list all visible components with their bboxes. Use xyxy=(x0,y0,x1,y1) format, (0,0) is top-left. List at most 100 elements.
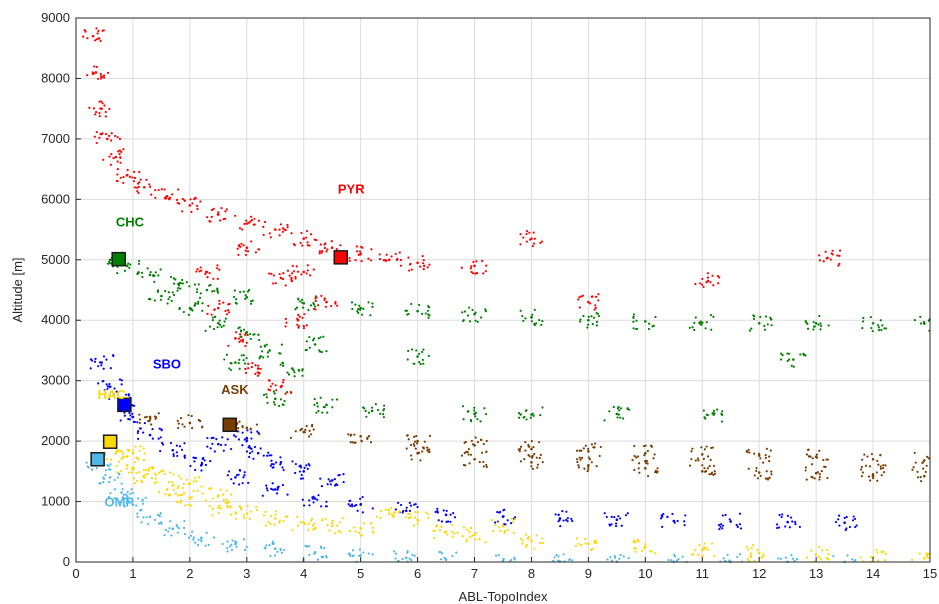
data-point xyxy=(137,497,140,500)
data-point xyxy=(297,369,301,372)
data-point xyxy=(748,329,752,332)
data-point xyxy=(925,555,929,558)
data-point xyxy=(169,520,172,523)
data-point xyxy=(249,337,252,341)
data-point xyxy=(538,456,541,460)
data-point xyxy=(119,449,122,452)
data-point xyxy=(881,324,884,327)
data-point xyxy=(838,254,841,257)
data-point xyxy=(287,373,291,376)
data-point xyxy=(222,493,225,496)
data-point xyxy=(519,460,522,463)
data-point xyxy=(179,287,182,290)
data-point xyxy=(482,272,485,275)
data-point xyxy=(95,111,98,114)
data-point xyxy=(116,136,119,139)
data-point xyxy=(101,380,104,383)
data-point xyxy=(806,327,810,330)
data-point xyxy=(378,253,381,256)
data-point xyxy=(108,382,111,386)
data-point xyxy=(632,327,635,330)
data-point xyxy=(137,262,141,265)
data-point xyxy=(390,513,394,516)
data-point xyxy=(125,455,128,458)
data-point xyxy=(243,474,246,477)
data-point xyxy=(317,337,320,340)
data-point xyxy=(294,471,297,475)
data-point xyxy=(213,315,217,318)
data-point xyxy=(139,445,142,448)
data-point xyxy=(195,290,199,294)
data-point xyxy=(240,330,243,333)
data-point xyxy=(655,471,659,474)
data-point xyxy=(617,515,620,518)
data-point xyxy=(814,321,818,325)
data-point xyxy=(124,493,128,496)
data-point xyxy=(105,458,109,461)
data-point xyxy=(624,514,628,517)
data-point xyxy=(818,473,821,476)
data-point xyxy=(204,544,207,547)
data-point xyxy=(127,499,131,502)
data-point xyxy=(349,441,352,444)
data-point xyxy=(168,295,171,299)
data-point xyxy=(305,340,308,343)
data-point xyxy=(212,536,216,539)
data-point xyxy=(416,505,419,509)
data-point xyxy=(684,514,687,517)
data-point xyxy=(571,519,574,523)
data-point xyxy=(250,447,253,450)
data-point xyxy=(350,301,354,304)
data-point xyxy=(807,448,810,452)
data-point xyxy=(466,450,469,454)
data-point xyxy=(138,413,141,416)
data-point xyxy=(605,515,608,519)
data-point xyxy=(102,367,105,370)
data-point xyxy=(539,414,542,417)
data-point xyxy=(717,523,721,527)
data-point xyxy=(506,519,509,522)
data-point xyxy=(705,321,708,324)
data-point xyxy=(710,471,714,474)
data-point xyxy=(299,477,303,480)
data-point xyxy=(200,539,203,542)
data-point xyxy=(256,430,259,433)
data-point xyxy=(131,491,134,495)
data-point xyxy=(770,473,773,476)
data-point xyxy=(632,541,635,544)
data-point xyxy=(140,271,144,274)
data-point xyxy=(190,307,193,311)
data-point xyxy=(125,501,128,504)
data-point xyxy=(179,416,183,420)
data-point xyxy=(749,552,752,555)
data-point xyxy=(207,543,210,547)
data-point xyxy=(308,499,311,502)
data-point xyxy=(305,229,309,233)
data-point xyxy=(268,232,271,235)
data-point xyxy=(107,262,110,265)
data-point xyxy=(579,318,582,321)
data-point xyxy=(311,524,315,527)
data-point xyxy=(323,298,326,302)
data-point xyxy=(189,464,192,468)
data-point xyxy=(301,368,304,371)
x-tick-label: 3 xyxy=(243,566,250,581)
data-point xyxy=(393,510,397,514)
data-point xyxy=(147,419,150,423)
data-point xyxy=(469,267,473,270)
data-point xyxy=(598,454,601,458)
y-axis-label: Altitude [m] xyxy=(10,257,25,322)
data-point xyxy=(407,438,410,441)
data-point xyxy=(321,411,324,414)
data-point xyxy=(256,451,260,455)
data-point xyxy=(776,526,779,530)
data-point xyxy=(224,317,227,320)
data-point xyxy=(117,150,120,153)
data-point xyxy=(326,411,329,414)
data-point xyxy=(882,550,885,553)
data-point xyxy=(799,353,802,356)
data-point xyxy=(229,368,233,372)
data-point xyxy=(279,548,282,552)
data-point xyxy=(326,248,329,251)
data-point xyxy=(804,354,807,357)
